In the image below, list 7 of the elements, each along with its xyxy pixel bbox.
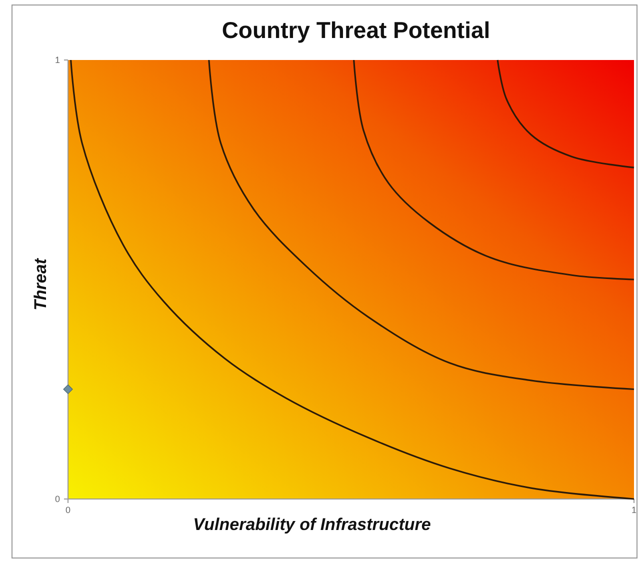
line-series [496,59,635,168]
y-axis-title: Threat [31,257,50,310]
line-series [70,59,635,500]
x-axis-title: Vulnerability of Infrastructure [193,515,431,534]
line-series [353,59,635,280]
chart-title: Country Threat Potential [222,17,490,43]
line-series [208,59,635,390]
